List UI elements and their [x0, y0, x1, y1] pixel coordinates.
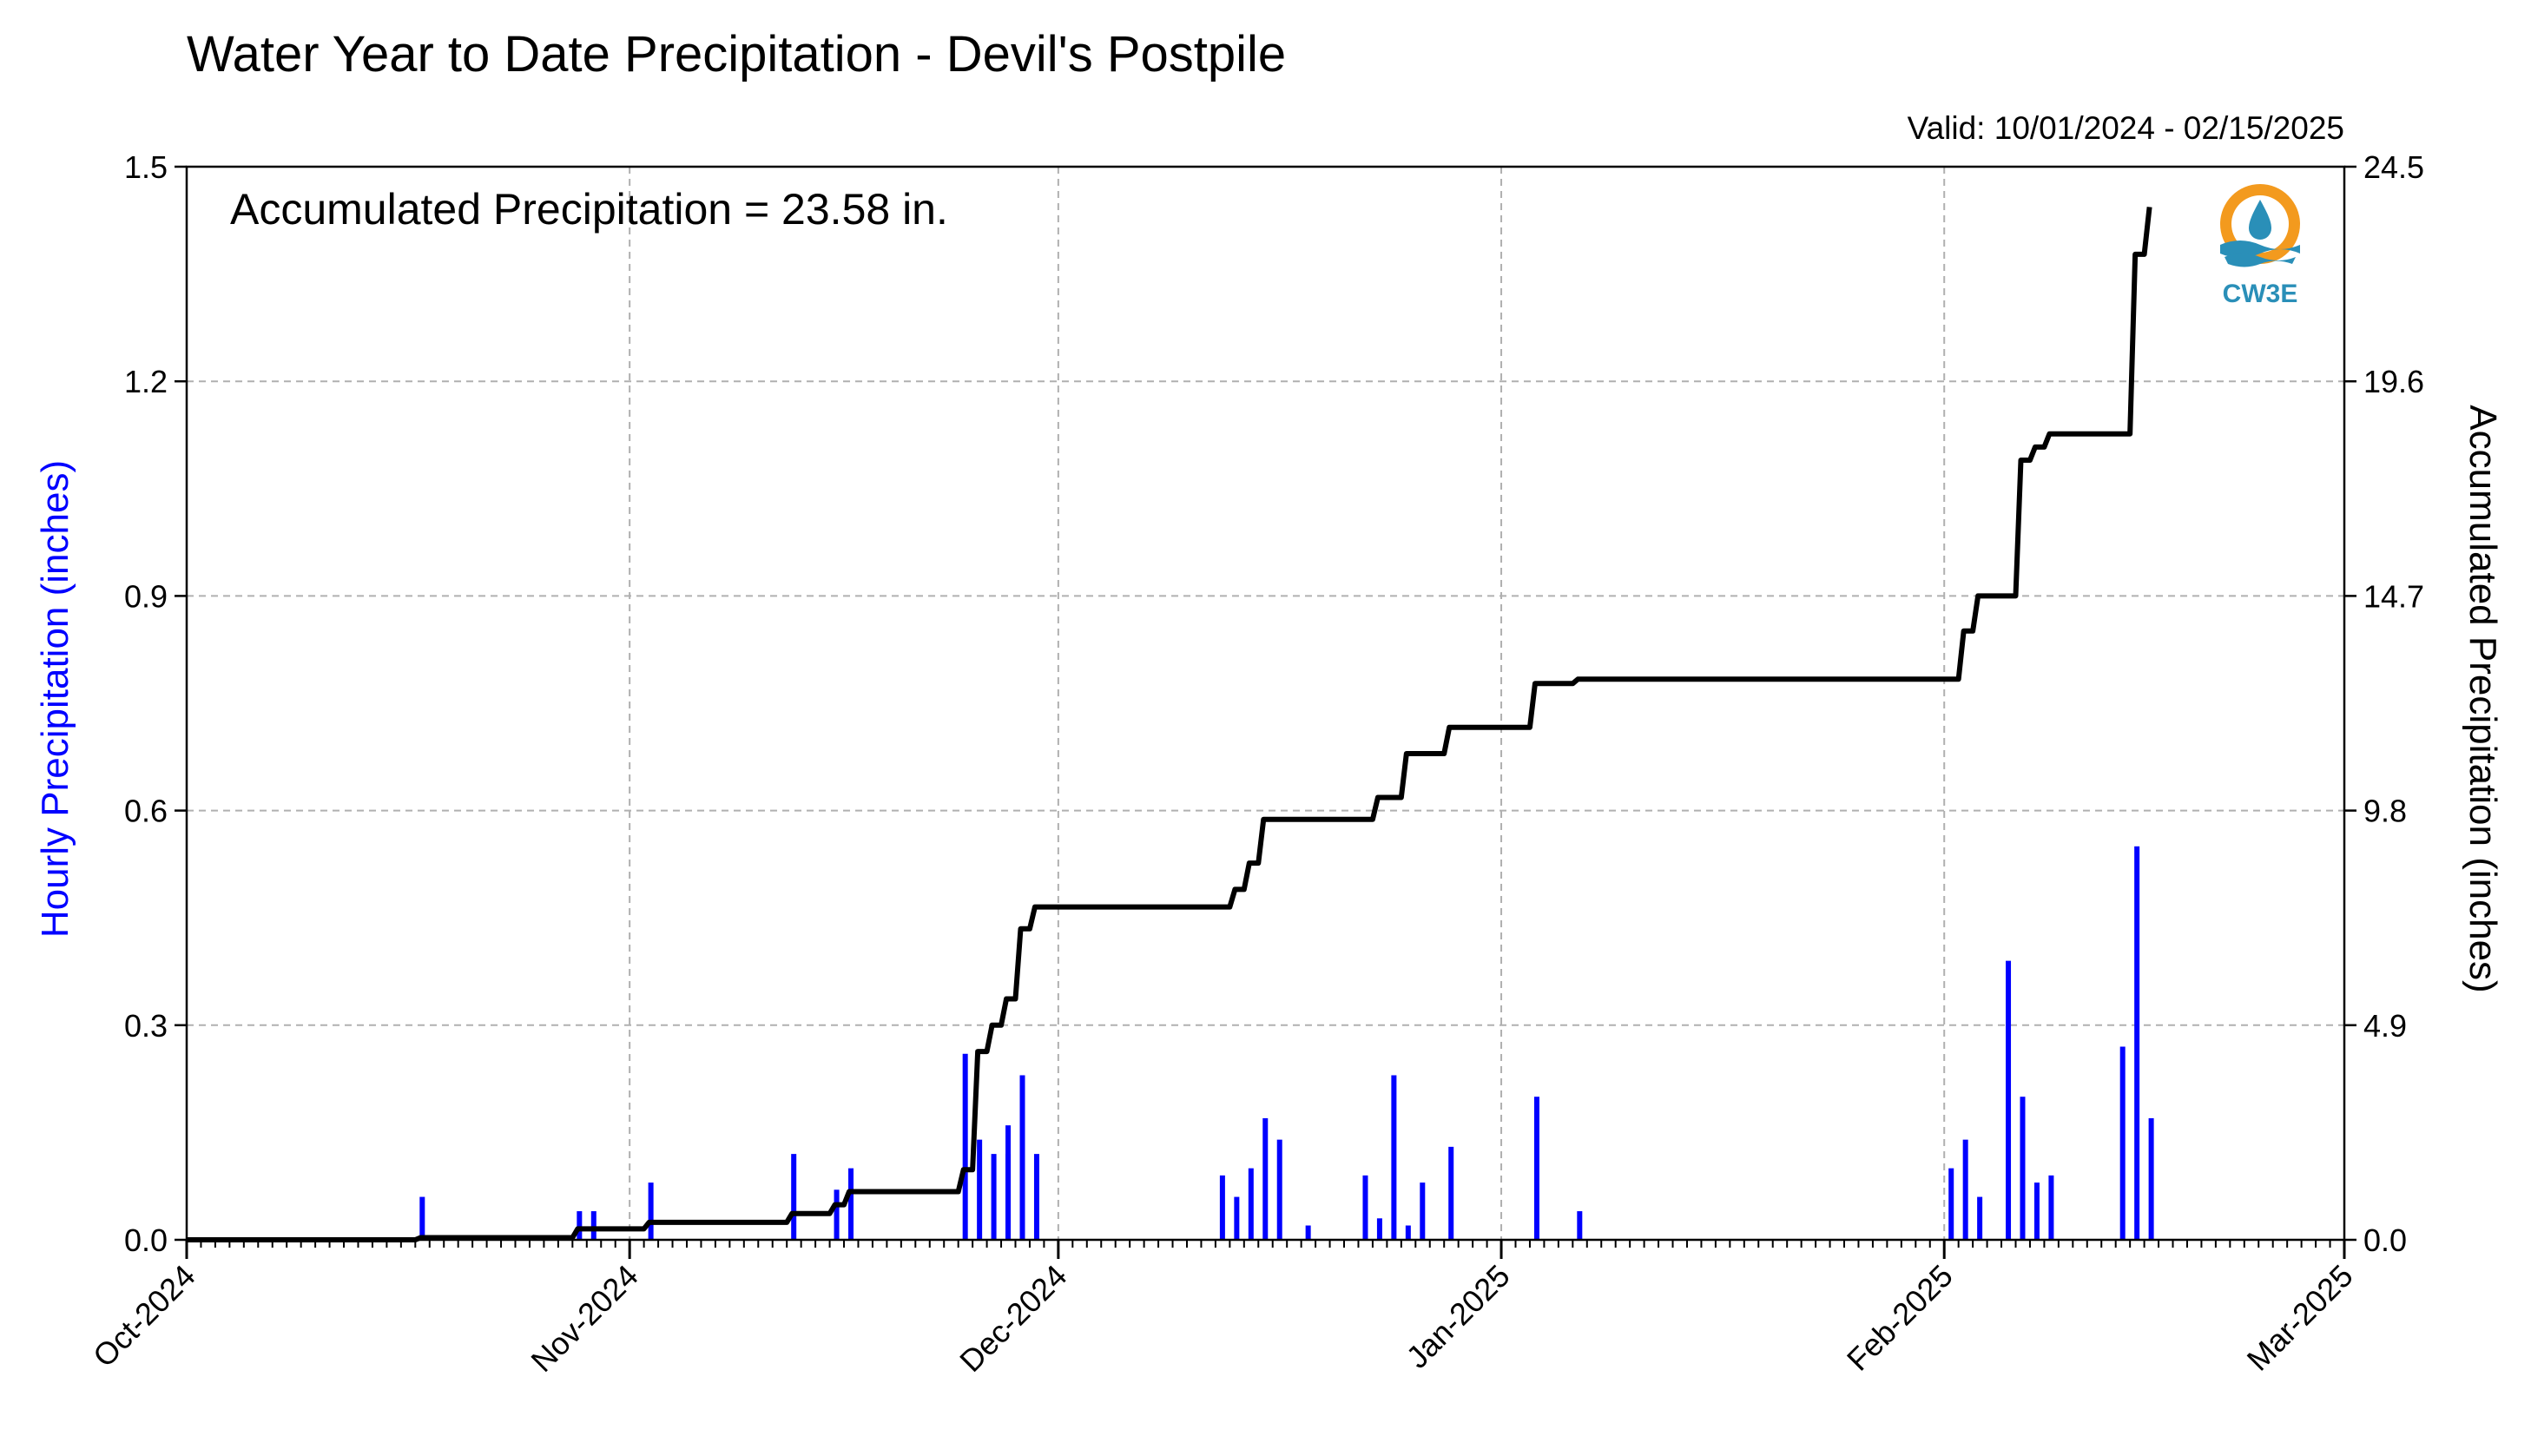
accumulated-precipitation-line [187, 207, 2152, 1242]
right-y-tick-label: 19.6 [2363, 364, 2424, 399]
hourly-bar [791, 1154, 797, 1240]
x-tick-label: Mar-2025 [2240, 1258, 2360, 1378]
hourly-bar [2119, 1046, 2126, 1240]
x-tick-label: Feb-2025 [1840, 1258, 1960, 1378]
hourly-bar [977, 1139, 983, 1240]
hourly-bars [419, 846, 2154, 1240]
droplet-icon [2249, 200, 2271, 240]
hourly-bar [962, 1053, 968, 1240]
logo-text: CW3E [2223, 280, 2298, 308]
hourly-bar [1948, 1168, 1954, 1240]
hourly-bar [1276, 1139, 1282, 1240]
hourly-bar [1033, 1154, 1039, 1240]
hourly-bar [2148, 1117, 2154, 1240]
hourly-bar [1533, 1097, 1539, 1240]
axis-ticks: 0.0 0.3 0.6 0.9 1.2 1.5 0.0 4.9 9.8 14.7 19.6 24.5 O… [86, 149, 2424, 1379]
hourly-bar [590, 1211, 596, 1240]
chart-title: Water Year to Date Precipitation - Devil… [187, 26, 1286, 82]
logo-wave-2 [2225, 254, 2296, 267]
accumulated-total-annotation: Accumulated Precipitation = 23.58 in. [230, 185, 948, 234]
hourly-bar [1362, 1175, 1368, 1240]
hourly-bar [1577, 1211, 1583, 1240]
plot-frame [185, 165, 2346, 1242]
left-y-tick-label: 0.3 [124, 1008, 168, 1044]
accumulated-line-layer [187, 207, 2152, 1242]
x-tick-label: Nov-2024 [524, 1258, 644, 1379]
right-y-tick-label: 24.5 [2363, 149, 2424, 185]
left-y-tick-label: 0.6 [124, 794, 168, 829]
left-y-tick-label: 0.9 [124, 578, 168, 614]
hourly-bar [1019, 1075, 1025, 1240]
hourly-bar [1977, 1196, 1983, 1240]
hourly-bar [834, 1189, 840, 1240]
right-axis-label: Accumulated Precipitation (inches) [2462, 405, 2504, 992]
hourly-bar [1219, 1175, 1225, 1240]
hourly-bar [1376, 1218, 1382, 1240]
hourly-bar [577, 1211, 583, 1240]
plot-border [185, 165, 2346, 1242]
hourly-bar [1262, 1117, 1269, 1240]
grid-lines [187, 167, 2344, 1240]
hourly-bar [848, 1168, 854, 1240]
right-y-tick-label: 9.8 [2363, 794, 2407, 829]
hourly-bar [1420, 1183, 1426, 1240]
hourly-bar [1448, 1146, 1454, 1240]
hourly-bar [1391, 1075, 1397, 1240]
hourly-bar [419, 1196, 425, 1240]
x-tick-label: Jan-2025 [1400, 1258, 1517, 1375]
left-axis-label: Hourly Precipitation (inches) [34, 460, 76, 938]
hourly-bar [1248, 1168, 1254, 1240]
hourly-bar [1305, 1225, 1311, 1240]
right-y-tick-label: 14.7 [2363, 578, 2424, 614]
x-tick-label: Dec-2024 [952, 1258, 1073, 1379]
hourly-bar [1005, 1154, 1012, 1240]
left-y-tick-label: 1.2 [124, 364, 168, 399]
left-y-tick-label: 1.5 [124, 149, 168, 185]
hourly-bar [648, 1183, 654, 1240]
right-y-tick-label: 0.0 [2363, 1222, 2407, 1258]
hourly-bar [2048, 1175, 2054, 1240]
hourly-bar [2020, 1097, 2026, 1240]
hourly-bar [991, 1154, 997, 1240]
left-y-tick-label: 0.0 [124, 1222, 168, 1258]
valid-date-range: Valid: 10/01/2024 - 02/15/2025 [1908, 110, 2344, 146]
hourly-bar [1405, 1225, 1411, 1240]
logo-wave-1 [2220, 240, 2300, 258]
cw3e-logo: CW3E [2220, 184, 2300, 308]
right-y-tick-label: 4.9 [2363, 1008, 2407, 1044]
hourly-bar [2006, 960, 2012, 1240]
x-tick-label: Oct-2024 [86, 1258, 202, 1374]
hourly-bar [2033, 1183, 2040, 1240]
hourly-bar [1234, 1196, 1240, 1240]
hourly-bar [1962, 1139, 1968, 1240]
hourly-bar [2134, 846, 2140, 1240]
